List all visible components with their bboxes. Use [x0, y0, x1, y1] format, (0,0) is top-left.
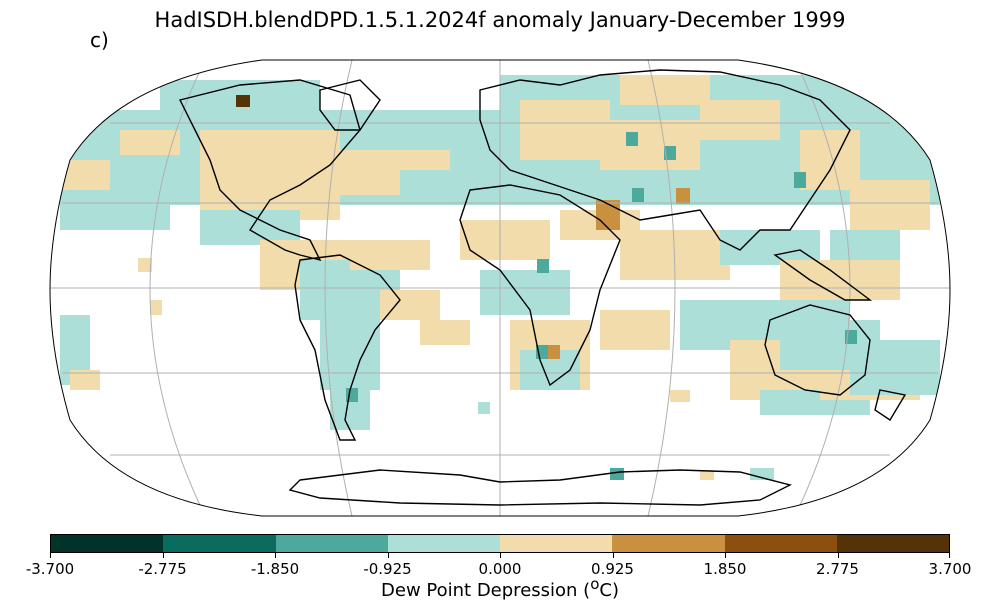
- colorbar-segment: [500, 535, 613, 552]
- colorbar-tick-mark: [162, 553, 164, 558]
- colorbar-segment: [836, 535, 949, 552]
- colorbar-tick-mark: [387, 553, 389, 558]
- colorbar-tick-label: -0.925: [363, 560, 412, 578]
- colorbar-tick-mark: [725, 553, 726, 558]
- colorbar-tick-mark: [500, 553, 501, 558]
- colorbar-tick-mark: [275, 553, 276, 558]
- colorbar-label-text: Dew Point Depression (: [381, 580, 591, 601]
- colorbar-label: Dew Point Depression (oC): [0, 575, 1000, 601]
- colorbar-tick-label: 0.925: [591, 560, 634, 578]
- colorbar-label-unit: C): [599, 580, 619, 601]
- map-boundary: [49, 59, 951, 517]
- colorbar-tick-label: 0.000: [478, 560, 522, 578]
- anomaly-cells: [60, 75, 940, 480]
- graticule: [50, 60, 950, 516]
- colorbar-tick-label: 2.775: [816, 560, 859, 578]
- colorbar-tick-label: -3.700: [25, 560, 75, 578]
- colorbar-segment: [163, 535, 276, 552]
- panel-label: c): [90, 28, 109, 52]
- colorbar-segment: [724, 535, 837, 552]
- colorbar: [50, 534, 950, 553]
- colorbar-tick-label: 3.700: [928, 560, 972, 578]
- anomaly-grid: [50, 60, 950, 516]
- map-title: HadISDH.blendDPD.1.5.1.2024f anomaly Jan…: [154, 8, 846, 32]
- colorbar-label-superscript: o: [590, 575, 600, 593]
- colorbar-tick-label: -1.850: [250, 560, 300, 578]
- world-map: [49, 59, 951, 517]
- colorbar-segment: [387, 535, 500, 552]
- coastlines: [178, 69, 907, 506]
- colorbar-segment: [51, 535, 164, 552]
- colorbar-segment: [612, 535, 725, 552]
- colorbar-tick-label: -2.775: [138, 560, 187, 578]
- colorbar-tick-label: 1.850: [703, 560, 747, 578]
- colorbar-tick-mark: [50, 553, 51, 558]
- colorbar-tick-mark: [949, 553, 950, 558]
- colorbar-tick-mark: [612, 553, 614, 558]
- colorbar-segment: [275, 535, 388, 552]
- colorbar-tick-mark: [837, 553, 839, 558]
